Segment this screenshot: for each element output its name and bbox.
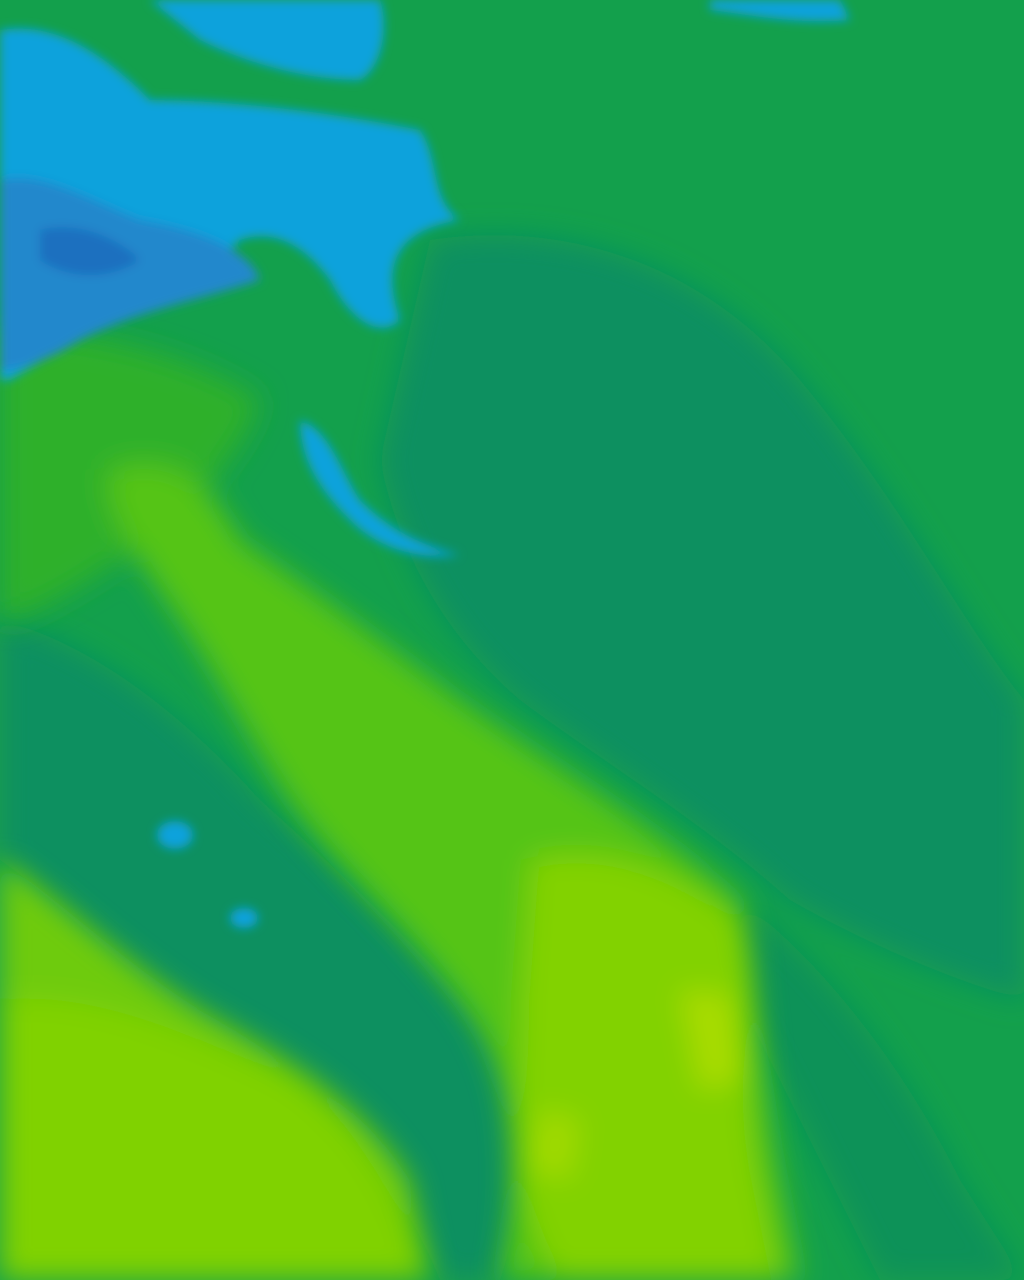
yellow-green-region	[0, 998, 420, 1280]
blue-region	[150, 0, 384, 80]
yellow-green-region	[516, 853, 780, 1280]
warm-zones	[0, 330, 801, 1280]
cold-zones	[0, 0, 850, 928]
warmest-region	[530, 1110, 580, 1180]
teal-zones	[0, 235, 1024, 1280]
blue-spot	[157, 821, 193, 849]
teal-region	[0, 620, 524, 1280]
blue-region	[300, 420, 460, 557]
teal-region	[740, 900, 1024, 1280]
blue-region	[710, 0, 850, 22]
blue-spot	[230, 908, 258, 928]
darkest-blue-region	[40, 227, 140, 275]
dark-blue-region	[0, 178, 260, 370]
warmest-region	[680, 990, 740, 1090]
teal-region	[380, 235, 1024, 1000]
